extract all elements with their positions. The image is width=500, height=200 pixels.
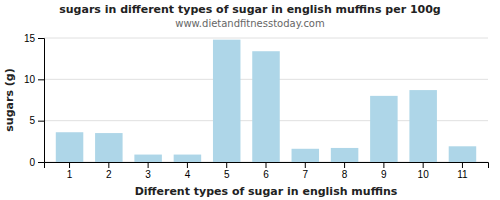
axis-line (45, 163, 489, 169)
tick: 6 (263, 162, 269, 180)
tick-mark (38, 162, 44, 163)
tick: 2 (106, 162, 112, 180)
chart: sugars in different types of sugar in en… (0, 0, 500, 200)
tick-mark (38, 79, 44, 80)
bar (56, 132, 84, 162)
bar (95, 133, 123, 162)
tick-mark (383, 162, 384, 168)
tick-label: 11 (457, 169, 468, 180)
tick-label: 5 (224, 169, 230, 180)
tick-mark (69, 162, 70, 168)
tick: 9 (381, 162, 387, 180)
tick: 5 (29, 115, 44, 126)
tick: 11 (457, 162, 468, 180)
tick-mark (462, 162, 463, 168)
tick-mark (148, 162, 149, 168)
bar (213, 40, 241, 162)
x-axis-title: Different types of sugar in english muff… (135, 185, 398, 198)
title: sugars in different types of sugar in en… (59, 3, 441, 16)
bar (370, 96, 398, 162)
tick: 4 (185, 162, 191, 180)
tick-label: 1 (67, 169, 73, 180)
tick: 8 (342, 162, 348, 180)
tick-mark (38, 38, 44, 39)
tick-label: 0 (29, 157, 35, 168)
tick-label: 10 (418, 169, 430, 180)
tick-label: 6 (263, 169, 269, 180)
tick-label: 4 (185, 169, 191, 180)
tick-label: 5 (29, 115, 35, 126)
bars (56, 40, 476, 162)
bar (134, 155, 162, 162)
tick-mark (108, 162, 109, 168)
tick: 7 (303, 162, 309, 180)
tick: 0 (29, 157, 44, 168)
y-axis-title: sugars (g) (3, 68, 16, 131)
tick-label: 2 (106, 169, 112, 180)
bar (449, 146, 477, 162)
tick: 10 (418, 162, 430, 180)
grid-line (44, 38, 488, 39)
tick-label: 15 (24, 33, 36, 44)
bar (252, 51, 280, 162)
tick-mark (344, 162, 345, 168)
x-axis: 1 2 3 4 5 6 7 8 9 10 11 (45, 162, 489, 180)
tick: 10 (24, 74, 44, 85)
tick-label: 7 (303, 169, 309, 180)
tick: 15 (24, 33, 44, 44)
tick-label: 3 (145, 169, 151, 180)
plot: 1 2 3 4 5 6 7 8 9 10 11 0 5 10 15 (24, 33, 489, 180)
axis-line (38, 39, 45, 163)
tick-label: 10 (24, 74, 36, 85)
tick: 5 (224, 162, 230, 180)
grid (44, 38, 488, 162)
tick-mark (38, 121, 44, 122)
bar (409, 90, 437, 162)
y-axis: 0 5 10 15 (24, 33, 45, 168)
tick-label: 8 (342, 169, 348, 180)
tick: 1 (67, 162, 73, 180)
bar (292, 149, 320, 162)
tick-label: 9 (381, 169, 387, 180)
tick-mark (423, 162, 424, 168)
bar (174, 155, 202, 162)
tick-mark (266, 162, 267, 168)
tick-mark (226, 162, 227, 168)
tick-mark (305, 162, 306, 168)
tick: 3 (145, 162, 151, 180)
tick-mark (187, 162, 188, 168)
bar (331, 148, 359, 162)
subtitle: www.dietandfitnesstoday.com (175, 18, 324, 29)
